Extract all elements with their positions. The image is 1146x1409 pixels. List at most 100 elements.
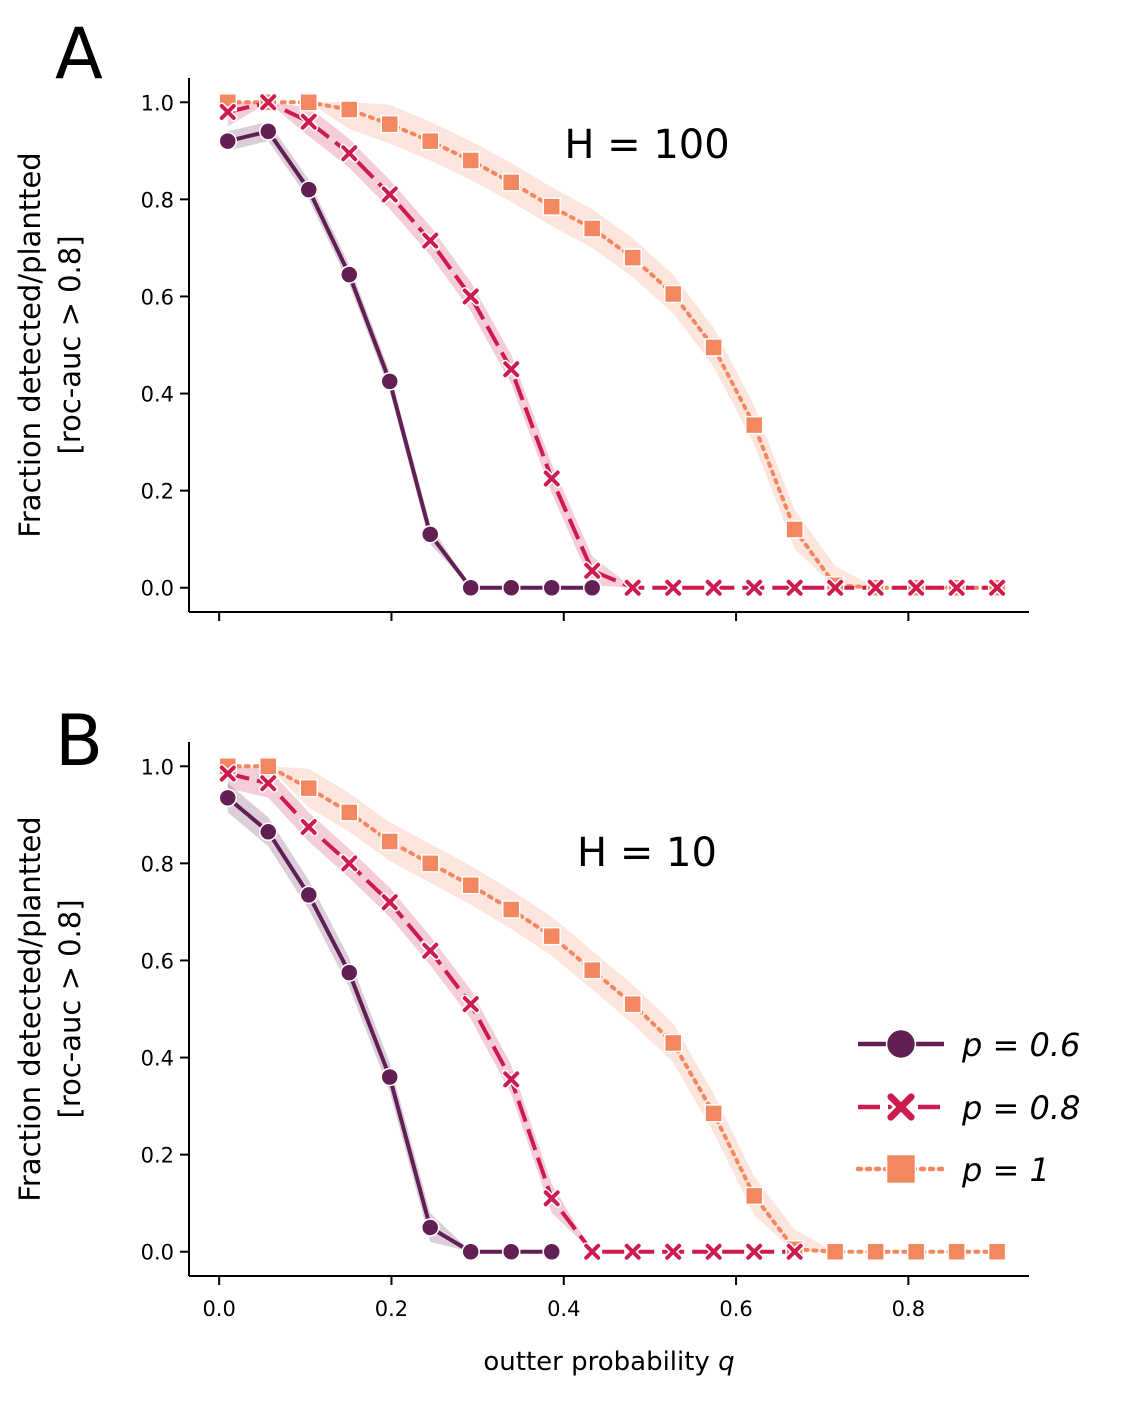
data-point-stroke (260, 94, 277, 111)
data-point-stroke (341, 855, 358, 872)
data-point-stroke (989, 579, 1006, 596)
data-point (663, 1242, 683, 1262)
data-point (663, 578, 683, 598)
confidence-band (227, 766, 795, 1252)
data-point (299, 885, 319, 905)
data-point (885, 1153, 917, 1185)
panel-annotation: H = 100 (564, 122, 729, 168)
y-tick-label: 0.8 (141, 852, 174, 876)
data-point (339, 143, 359, 163)
data-point (785, 1242, 805, 1262)
data-point-stroke (827, 579, 844, 596)
data-point (218, 131, 238, 151)
data-point (501, 578, 521, 597)
data-point-stroke (341, 145, 358, 162)
y-tick-label: 0.2 (141, 480, 174, 504)
data-point (987, 578, 1007, 598)
data-point (663, 1033, 683, 1053)
data-point (420, 941, 440, 961)
data-point-stroke (786, 579, 803, 596)
data-point (501, 173, 521, 192)
legend-label: p = 0.8 (961, 1089, 1080, 1127)
data-point (785, 520, 804, 539)
data-point (744, 1242, 764, 1262)
y-tick-label: 0.8 (141, 188, 174, 212)
data-point (218, 764, 238, 784)
x-tick-label: 0.0 (202, 1297, 235, 1321)
data-point-stroke (381, 894, 398, 911)
data-point-stroke (584, 1243, 601, 1260)
data-point (582, 578, 602, 597)
data-point (501, 359, 521, 379)
data-point-stroke (948, 579, 965, 596)
data-point (623, 578, 643, 598)
data-point-stroke (746, 579, 763, 596)
data-point-stroke (584, 562, 601, 579)
data-point (258, 773, 278, 793)
data-point (299, 93, 319, 112)
data-point-stroke (887, 1093, 915, 1121)
panel-letter: A (55, 13, 103, 95)
data-point (542, 1188, 562, 1208)
data-point-stroke (503, 1071, 520, 1088)
data-point (906, 1242, 926, 1261)
data-point (947, 578, 967, 598)
data-point (299, 112, 319, 132)
data-point (906, 578, 926, 598)
y-tick-label: 0.0 (141, 1241, 174, 1265)
series-line (226, 796, 552, 1254)
series-line (227, 129, 593, 590)
data-point (380, 185, 400, 205)
panel-b: 0.0 0.2 0.4 0.6 0.8 1.0 0.0 0.2 0.4 0.6 0.8 Fractio… (13, 700, 1029, 1321)
data-point-stroke (746, 1243, 763, 1260)
data-point-stroke (300, 818, 317, 835)
panel-a: 0.0 0.2 0.4 0.6 0.8 1.0 Fraction detected/plan… (13, 13, 1029, 621)
data-point (461, 1242, 480, 1261)
data-point (582, 561, 602, 581)
x-tick-label: 0.6 (719, 1297, 752, 1321)
y-axis-label: Fraction detected/plantted (13, 816, 47, 1201)
data-point-stroke (260, 775, 277, 792)
data-point (339, 265, 359, 284)
data-point-stroke (543, 1190, 560, 1207)
data-point (663, 284, 683, 304)
data-point-stroke (705, 579, 722, 596)
data-point-stroke (503, 361, 520, 378)
data-point (380, 1067, 399, 1087)
data-point (704, 1104, 723, 1123)
data-point (501, 1242, 521, 1261)
data-point (258, 92, 278, 112)
data-point-stroke (300, 113, 317, 130)
confidence-band (227, 102, 998, 588)
data-point-stroke (908, 579, 925, 596)
y-tick-label: 1.0 (141, 755, 174, 779)
y-tick-label: 0.2 (141, 1144, 174, 1168)
data-point (461, 151, 480, 170)
data-point (420, 131, 440, 151)
data-point (299, 817, 319, 837)
data-point (218, 102, 238, 122)
y-tick-label: 1.0 (141, 91, 174, 115)
legend-label: p = 1 (961, 1151, 1050, 1189)
data-point-stroke (381, 186, 398, 203)
confidence-band (227, 102, 998, 588)
data-point (866, 1242, 885, 1261)
data-point (542, 469, 562, 488)
data-point (582, 219, 602, 238)
data-point (218, 788, 238, 808)
data-point (461, 994, 481, 1014)
data-point (420, 231, 440, 251)
data-point-stroke (543, 470, 560, 487)
data-point (380, 114, 399, 134)
data-point-stroke (422, 942, 439, 959)
data-point (704, 338, 723, 357)
data-point (299, 778, 319, 798)
data-point (744, 415, 764, 435)
data-point (542, 197, 561, 216)
y-axis-label: Fraction detected/plantted (13, 152, 47, 537)
data-point (866, 578, 886, 598)
x-tick-label: 0.2 (375, 1297, 408, 1321)
data-point (339, 963, 359, 982)
data-point (542, 926, 561, 946)
data-point (259, 822, 278, 842)
